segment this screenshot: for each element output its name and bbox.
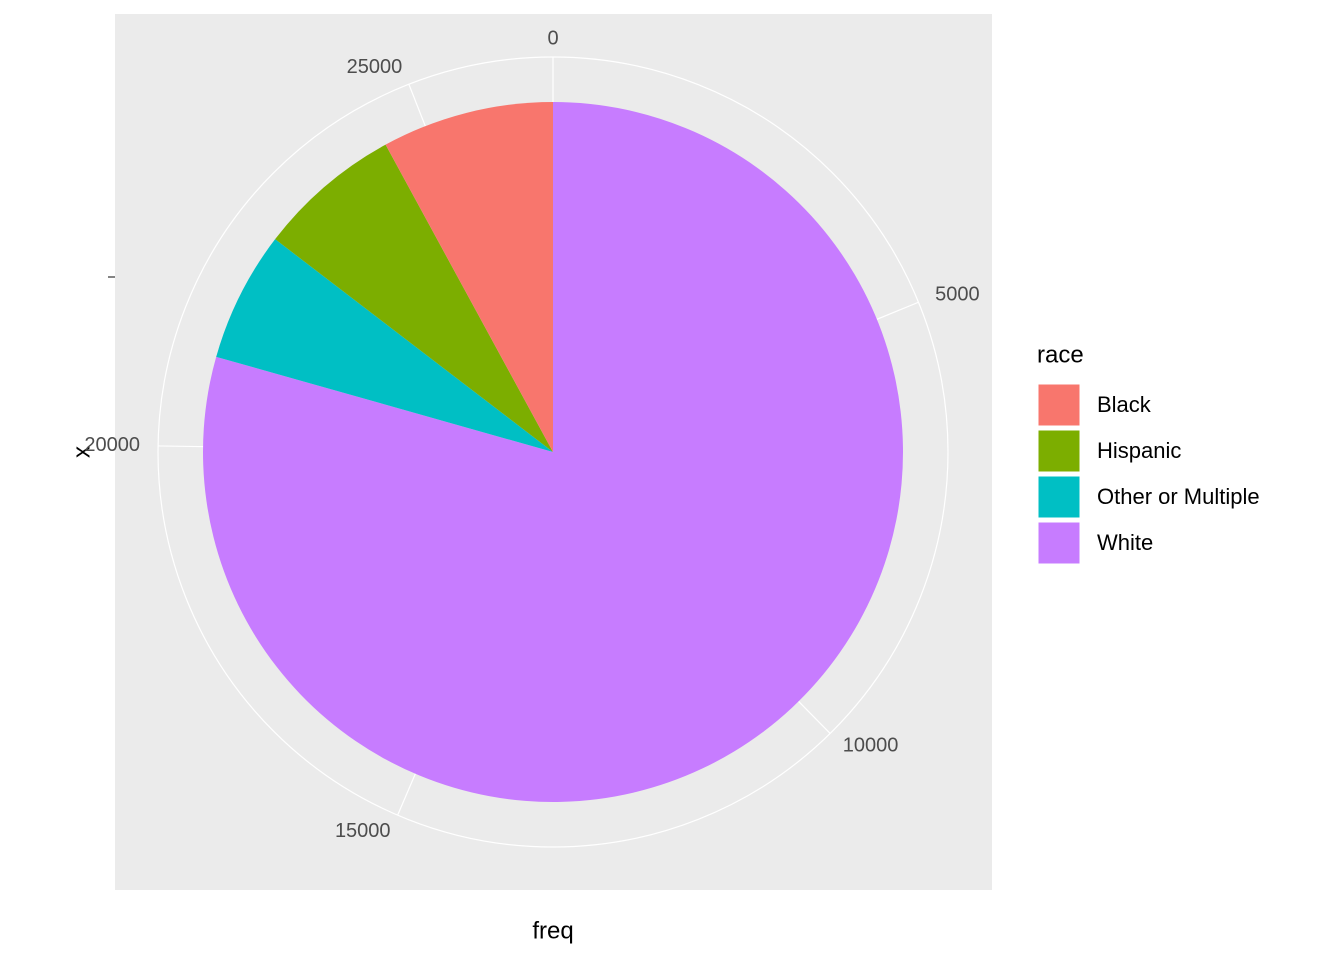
tick-label: 20000 [84,434,140,456]
pie-slice [275,144,553,452]
legend-label: Other or Multiple [1097,484,1260,509]
legend-label: Black [1097,392,1152,417]
tick-label: 5000 [935,284,980,306]
pie-slice [216,239,554,452]
tick-label: 15000 [335,820,391,842]
tick-label: 10000 [843,735,899,757]
legend-key [1037,383,1081,427]
legend-key [1037,475,1081,519]
legend-key [1037,521,1081,565]
tick-label: 25000 [347,56,403,78]
pie-slice [385,102,553,452]
x-axis-title: freq [532,917,573,944]
legend-title: race [1037,341,1084,368]
legend-key [1037,429,1081,473]
legend-label: White [1097,530,1153,555]
pie-slice [202,102,903,803]
legend-label: Hispanic [1097,438,1181,463]
y-axis-title: x [68,446,95,458]
tick-label: 0 [547,27,558,49]
